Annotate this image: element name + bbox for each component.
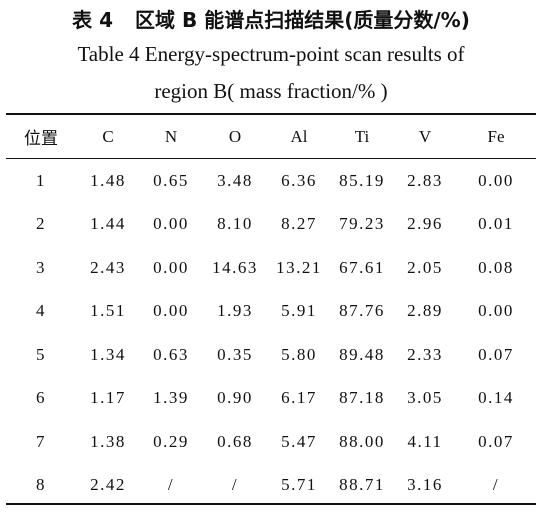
header-fe: Fe xyxy=(487,126,505,146)
cell-fe: 0.14 xyxy=(478,388,514,408)
cell-ti: 87.18 xyxy=(339,388,385,408)
header-v: V xyxy=(418,126,432,146)
cell-ti: 85.19 xyxy=(339,170,385,190)
cell-position: 2 xyxy=(36,214,46,234)
cell-o: 0.90 xyxy=(217,388,253,408)
cell-al: 5.47 xyxy=(281,431,317,451)
cell-fe: 0.01 xyxy=(478,214,514,234)
cell-o: / xyxy=(231,475,239,495)
cell-v: 4.11 xyxy=(407,431,443,451)
cell-al: 5.71 xyxy=(281,475,317,495)
cell-n: 0.00 xyxy=(153,214,189,234)
cell-ti: 67.61 xyxy=(339,257,385,277)
table-header-rule xyxy=(6,158,536,159)
table-row: 2 1.44 0.00 8.10 8.27 79.23 2.96 0.01 xyxy=(6,203,536,247)
cell-al: 5.80 xyxy=(281,344,317,364)
cell-al: 13.21 xyxy=(276,257,322,277)
cell-v: 2.33 xyxy=(407,344,443,364)
cell-ti: 88.71 xyxy=(339,475,385,495)
cell-ti: 79.23 xyxy=(339,214,385,234)
cell-al: 8.27 xyxy=(281,214,317,234)
cell-v: 3.16 xyxy=(407,475,443,495)
cell-fe: 0.07 xyxy=(478,344,514,364)
cell-al: 6.17 xyxy=(281,388,317,408)
cell-c: 2.42 xyxy=(90,475,126,495)
cell-fe: 0.08 xyxy=(478,257,514,277)
table-number-cn: 表 4 xyxy=(72,8,114,32)
table-row: 6 1.17 1.39 0.90 6.17 87.18 3.05 0.14 xyxy=(6,377,536,421)
cell-fe: 0.00 xyxy=(478,301,514,321)
table-row: 1 1.48 0.65 3.48 6.36 85.19 2.83 0.00 xyxy=(6,159,536,203)
cell-position: 8 xyxy=(36,475,46,495)
cell-n: 0.00 xyxy=(153,301,189,321)
table-caption-english-line1: Table 4 Energy-spectrum-point scan resul… xyxy=(77,42,465,66)
header-o: O xyxy=(228,126,242,146)
cell-fe: 0.00 xyxy=(478,170,514,190)
cell-v: 2.05 xyxy=(407,257,443,277)
table-caption-chinese: 表 4 区域 B 能谱点扫描结果(质量分数/%) xyxy=(0,8,542,32)
cell-n: 0.00 xyxy=(153,257,189,277)
table-title-cn: 区域 B 能谱点扫描结果(质量分数/%) xyxy=(135,8,470,32)
cell-al: 6.36 xyxy=(281,170,317,190)
cell-n: 0.63 xyxy=(153,344,189,364)
cell-ti: 89.48 xyxy=(339,344,385,364)
cell-n: 1.39 xyxy=(153,388,189,408)
table-row: 8 2.42 / / 5.71 88.71 3.16 / xyxy=(6,464,536,508)
table-row: 7 1.38 0.29 0.68 5.47 88.00 4.11 0.07 xyxy=(6,420,536,464)
header-c: C xyxy=(102,126,114,146)
cell-o: 3.48 xyxy=(217,170,253,190)
cell-v: 2.83 xyxy=(407,170,443,190)
cell-c: 1.38 xyxy=(90,431,126,451)
cell-fe: / xyxy=(492,475,500,495)
cell-o: 8.10 xyxy=(217,214,253,234)
cell-c: 1.17 xyxy=(90,388,126,408)
cell-position: 4 xyxy=(36,301,46,321)
cell-n: 0.65 xyxy=(153,170,189,190)
cell-ti: 87.76 xyxy=(339,301,385,321)
table-top-rule xyxy=(6,113,536,115)
cell-c: 1.34 xyxy=(90,344,126,364)
cell-n: / xyxy=(167,475,175,495)
table-caption-english-line2: region B( mass fraction/% ) xyxy=(154,79,388,103)
table-row: 5 1.34 0.63 0.35 5.80 89.48 2.33 0.07 xyxy=(6,333,536,377)
cell-al: 5.91 xyxy=(281,301,317,321)
cell-c: 2.43 xyxy=(90,257,126,277)
table-row: 3 2.43 0.00 14.63 13.21 67.61 2.05 0.08 xyxy=(6,246,536,290)
header-al: Al xyxy=(290,126,308,146)
cell-v: 3.05 xyxy=(407,388,443,408)
cell-o: 14.63 xyxy=(212,257,258,277)
cell-o: 1.93 xyxy=(217,301,253,321)
header-position: 位置 xyxy=(24,129,58,149)
table-row: 4 1.51 0.00 1.93 5.91 87.76 2.89 0.00 xyxy=(6,290,536,334)
cell-fe: 0.07 xyxy=(478,431,514,451)
cell-n: 0.29 xyxy=(153,431,189,451)
cell-ti: 88.00 xyxy=(339,431,385,451)
cell-c: 1.48 xyxy=(90,170,126,190)
cell-position: 3 xyxy=(36,257,46,277)
cell-position: 7 xyxy=(36,431,46,451)
header-ti: Ti xyxy=(354,126,370,146)
cell-o: 0.68 xyxy=(217,431,253,451)
cell-position: 1 xyxy=(36,170,46,190)
cell-v: 2.96 xyxy=(407,214,443,234)
cell-o: 0.35 xyxy=(217,344,253,364)
header-row: 位置 C N O Al Ti V Fe xyxy=(6,115,536,158)
header-n: N xyxy=(164,126,178,146)
scan-results-table: 位置 C N O Al Ti V Fe 1 1.48 0.65 3.48 6.3… xyxy=(6,115,536,507)
cell-v: 2.89 xyxy=(407,301,443,321)
cell-c: 1.51 xyxy=(90,301,126,321)
table-bottom-rule xyxy=(6,503,536,505)
cell-c: 1.44 xyxy=(90,214,126,234)
cell-position: 5 xyxy=(36,344,46,364)
cell-position: 6 xyxy=(36,388,46,408)
